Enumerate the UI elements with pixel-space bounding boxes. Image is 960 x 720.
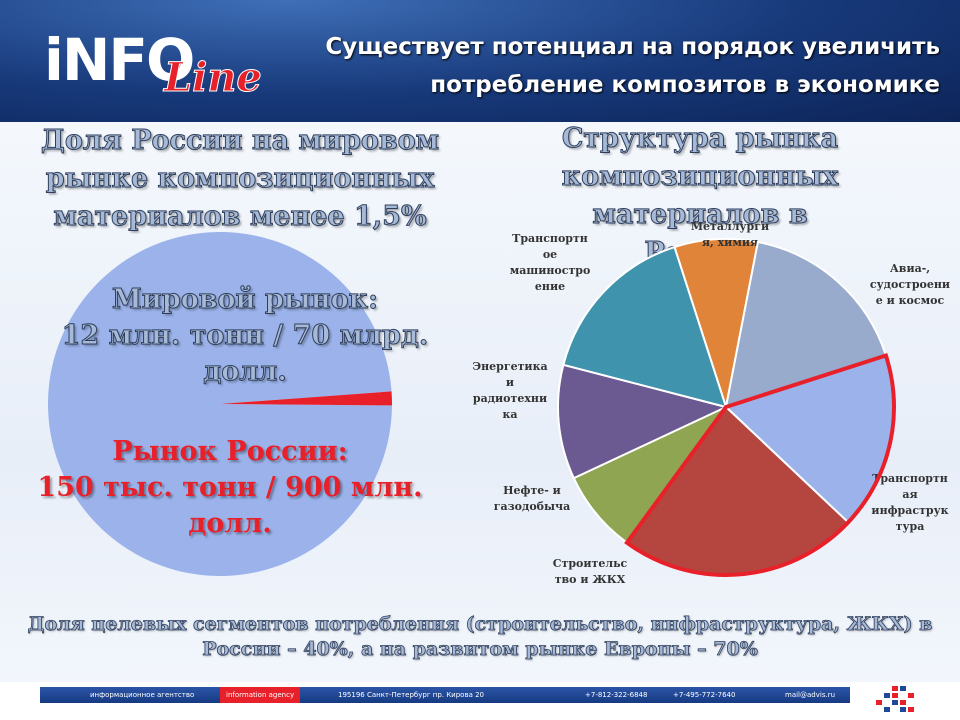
footer-address: 195196 Санкт-Петербург пр. Кирова 20: [338, 691, 484, 699]
slide-title-line1: Существует потенциал на порядок увеличит…: [325, 34, 940, 60]
footer-bar: информационное агентство information age…: [40, 687, 850, 703]
infoline-logo: iNFO Line: [44, 26, 294, 100]
pie-label-4: Строительс тво и ЖКХ: [553, 557, 628, 586]
left-heading-line2: рынке композиционных: [45, 163, 435, 195]
bottom-note-line1: Доля целевых сегментов потребления (стро…: [27, 613, 933, 636]
pie-label-1: Металлурги я, химия: [691, 220, 769, 249]
pie-label-3: Транспортн ая инфраструк тура: [871, 472, 948, 533]
target-segments-outline: [624, 352, 896, 577]
pie-slice-7: [562, 245, 728, 409]
world-market-pie: [48, 231, 393, 576]
russia-market-caption: Рынок России: 150 тыс. тонн / 900 млн. д…: [10, 434, 450, 542]
world-market-caption: Мировой рынок: 12 млн. тонн / 70 млрд. д…: [20, 282, 470, 390]
footer-phone2[interactable]: +7-495-772-7640: [673, 691, 736, 699]
footer-agency-en: information agency: [220, 687, 301, 703]
world-market-label: Мировой рынок:: [111, 284, 379, 316]
dots-logo-icon: [876, 686, 914, 712]
left-heading: Доля России на мировом рынке композицион…: [20, 122, 460, 236]
footer: информационное агентство information age…: [0, 682, 960, 720]
world-market-value: 12 млн. тонн / 70 млрд. долл.: [61, 320, 429, 388]
russia-market-label: Рынок России:: [112, 436, 348, 467]
logo-text: iNFO: [44, 26, 195, 94]
bottom-note: Доля целевых сегментов потребления (стро…: [20, 612, 940, 662]
right-heading-line2: композиционных: [561, 161, 839, 193]
footer-phone1[interactable]: +7-812-322-6848: [585, 691, 648, 699]
pie-label-2: Авиа-, судостроени е и космос: [870, 262, 950, 307]
footer-email[interactable]: mail@advis.ru: [785, 691, 836, 699]
left-heading-line3: материалов менее 1,5%: [53, 201, 427, 233]
pie-label-7: Транспортн ое машиностро ение: [510, 232, 591, 293]
russia-market-value: 150 тыс. тонн / 900 млн. долл.: [37, 472, 423, 539]
slide-title: Существует потенциал на порядок увеличит…: [300, 28, 940, 104]
pie-slice-6: [557, 363, 729, 480]
pie-slice-world-market: [48, 231, 392, 576]
pie-label-5: Нефте- и газодобыча: [494, 484, 570, 513]
logo-script: Line: [164, 54, 263, 101]
pie-slice-2: [724, 240, 888, 409]
pie-label-6: Энергетика и радиотехни ка: [472, 360, 547, 421]
bottom-note-line2: России – 40%, а на развитом рынке Европы…: [202, 638, 758, 661]
footer-agency-ru: информационное агентство: [90, 691, 195, 699]
pie-slice-russia-market: [220, 391, 393, 406]
left-heading-line1: Доля России на мировом: [40, 125, 440, 157]
russia-structure-pie: Металлурги я, химия Авиа-, судостроени е и к…: [472, 220, 950, 586]
header-banner: iNFO Line Существует потенциал на порядо…: [0, 0, 960, 122]
slide-title-line2: потребление композитов в экономике: [430, 72, 940, 98]
right-heading-line1: Структура рынка: [561, 123, 839, 155]
slide-content: Доля России на мировом рынке композицион…: [0, 122, 960, 682]
charts-canvas: Металлурги я, химия Авиа-, судостроени е и к…: [48, 220, 950, 586]
